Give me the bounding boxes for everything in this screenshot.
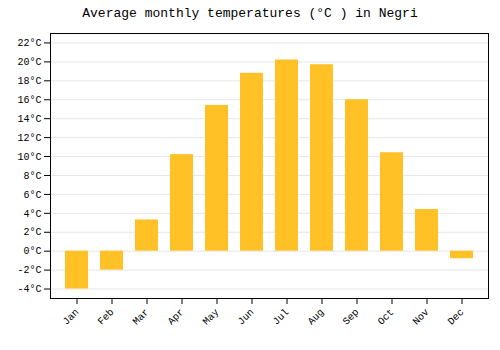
svg-text:Dec: Dec — [446, 307, 467, 328]
svg-text:16°C: 16°C — [17, 95, 41, 106]
svg-text:Jan: Jan — [61, 307, 82, 328]
svg-text:20°C: 20°C — [17, 57, 41, 68]
svg-text:6°C: 6°C — [23, 190, 41, 201]
svg-text:Sep: Sep — [341, 307, 362, 328]
svg-text:-2°C: -2°C — [17, 265, 41, 276]
svg-text:22°C: 22°C — [17, 38, 41, 49]
svg-text:8°C: 8°C — [23, 171, 41, 182]
svg-text:18°C: 18°C — [17, 76, 41, 87]
svg-text:-4°C: -4°C — [17, 284, 41, 295]
svg-text:Feb: Feb — [96, 307, 117, 328]
svg-text:Jun: Jun — [236, 307, 257, 328]
svg-text:14°C: 14°C — [17, 114, 41, 125]
svg-text:12°C: 12°C — [17, 133, 41, 144]
svg-text:Aug: Aug — [306, 307, 327, 328]
svg-text:Apr: Apr — [166, 307, 187, 328]
svg-text:2°C: 2°C — [23, 227, 41, 238]
svg-text:Mar: Mar — [131, 307, 152, 328]
svg-text:0°C: 0°C — [23, 246, 41, 257]
html-text:Average monthly temperatures (: Average monthly temperatures (°C ) in Ne… — [82, 6, 418, 21]
svg-text:Jul: Jul — [271, 307, 292, 328]
svg-text:Oct: Oct — [376, 307, 397, 328]
svg-text:Nov: Nov — [411, 307, 432, 328]
svg-text:10°C: 10°C — [17, 152, 41, 163]
svg-text:May: May — [201, 307, 222, 328]
svg-text:4°C: 4°C — [23, 209, 41, 220]
